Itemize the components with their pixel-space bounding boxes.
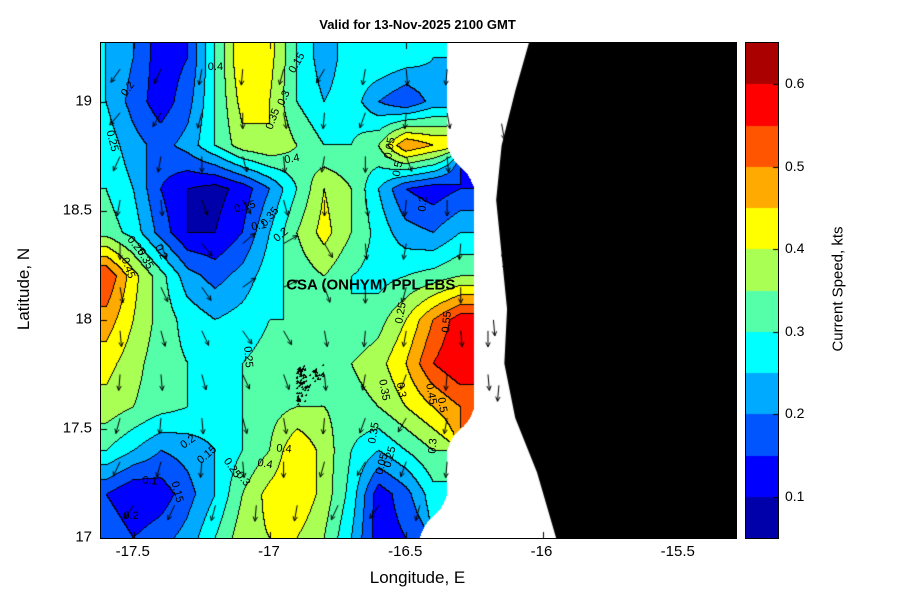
colorbar-tick-label: 0.4 <box>785 240 805 257</box>
x-tick-label: -17 <box>258 543 280 560</box>
y-tick-label: 18.5 <box>62 201 92 219</box>
x-tick-label: -17.5 <box>115 543 150 560</box>
colorbar-tick-label: 0.3 <box>785 322 805 339</box>
x-axis-label: Longitude, E <box>369 568 466 587</box>
colorbar-tick-label: 0.5 <box>785 157 805 174</box>
y-tick-label: 19 <box>75 92 92 110</box>
y-tick-label: 18 <box>75 310 92 328</box>
colorbar <box>745 42 779 539</box>
x-tick-label: -16 <box>530 543 553 560</box>
plot-title: Valid for 13-Nov-2025 2100 GMT <box>319 17 516 32</box>
plot-area: 0.4 0.2 0.25 0.15 0.3 0.35 0.4 0.05 0.5 0.2 0.15 0.… <box>100 42 737 539</box>
colorbar-tick-label: 0.6 <box>785 75 805 92</box>
colorbar-label: Current Speed, kts <box>829 226 847 352</box>
y-axis-label: Latitude, N <box>14 247 33 331</box>
y-tick-label: 17.5 <box>62 419 92 437</box>
colorbar-tick-label: 0.2 <box>785 405 805 422</box>
colorbar-tick-label: 0.1 <box>785 487 805 504</box>
x-tick-label: -16.5 <box>388 543 423 560</box>
x-tick-label: -15.5 <box>660 543 695 560</box>
plot-canvas <box>101 43 736 538</box>
y-tick-label: 17 <box>75 528 92 546</box>
